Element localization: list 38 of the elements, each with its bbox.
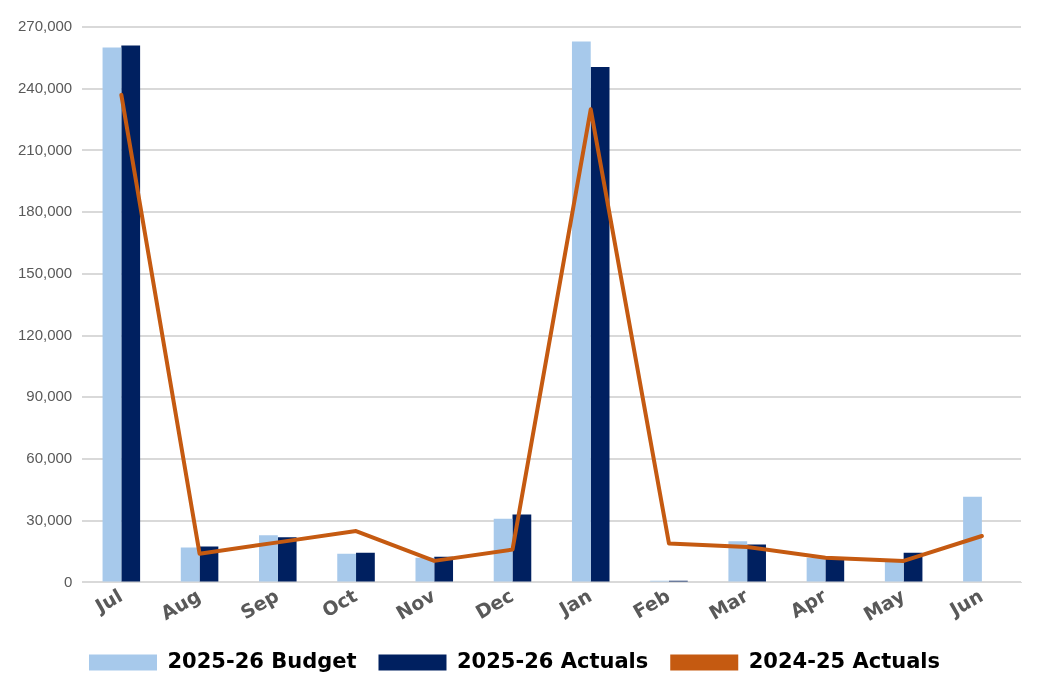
y-tick-label: 180,000 <box>17 202 73 220</box>
bar <box>415 557 435 582</box>
y-tick-label: 30,000 <box>26 510 73 528</box>
y-tick-label: 240,000 <box>17 78 73 96</box>
bar <box>884 560 904 582</box>
y-tick-label: 120,000 <box>17 325 73 343</box>
bar <box>963 496 982 582</box>
bar <box>102 47 122 582</box>
legend-label: 2025-26 Actuals <box>456 648 649 673</box>
x-tick-label: Apr <box>786 583 831 622</box>
x-tick-label: Jul <box>89 584 126 618</box>
legend-label: 2024-25 Actuals <box>748 648 941 673</box>
y-tick-label: 150,000 <box>17 264 73 282</box>
y-tick-label: 270,000 <box>17 17 73 35</box>
x-tick-label: Dec <box>471 584 517 624</box>
bar <box>806 557 826 582</box>
bar <box>277 537 297 582</box>
legend-label: 2025-26 Budget <box>167 648 357 673</box>
bar <box>121 45 141 582</box>
bar <box>590 67 610 582</box>
bar <box>337 553 357 582</box>
bar <box>180 547 200 582</box>
x-tick-label: May <box>859 583 909 625</box>
y-tick-label: 210,000 <box>17 140 73 158</box>
bar <box>259 535 278 582</box>
x-tick-label: Nov <box>391 583 440 624</box>
x-tick-label: Oct <box>317 584 361 622</box>
x-tick-label: Aug <box>156 584 205 625</box>
x-tick-label: Feb <box>628 584 674 623</box>
y-tick-label: 90,000 <box>26 387 73 405</box>
x-tick-label: Jun <box>944 584 987 622</box>
x-tick-label: Mar <box>705 583 753 624</box>
x-tick-label: Jan <box>553 584 596 621</box>
bar <box>571 41 591 582</box>
y-tick-label: 60,000 <box>26 449 73 467</box>
y-tick-label: 0 <box>63 572 73 590</box>
x-tick-label: Sep <box>236 584 283 624</box>
bar <box>356 552 375 582</box>
